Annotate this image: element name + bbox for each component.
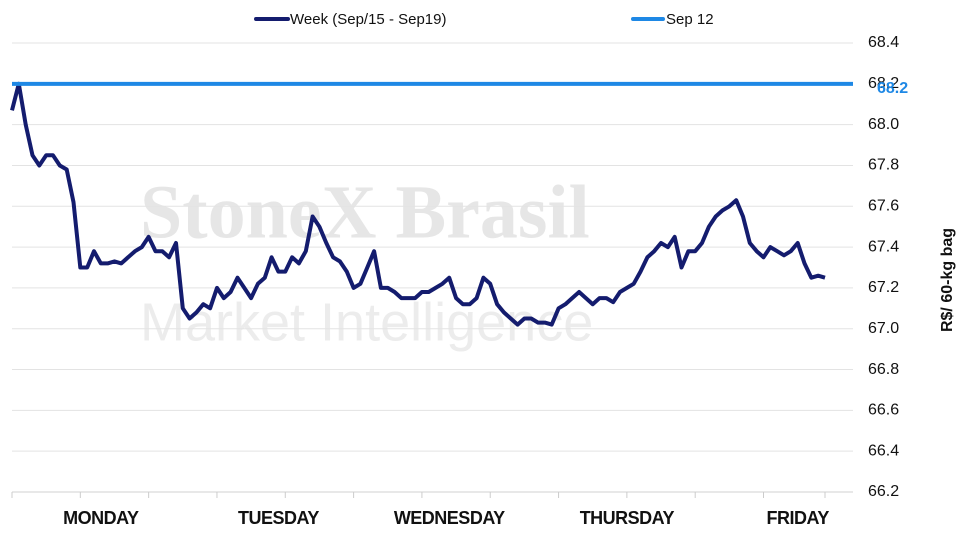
watermark: Market Intelligence <box>140 292 593 352</box>
y-tick-label: 66.4 <box>868 442 899 459</box>
y-tick-label: 66.2 <box>868 483 899 500</box>
y-tick-label: 68.2 <box>868 75 899 92</box>
y-tick-label: 68.4 <box>868 34 899 51</box>
y-tick-label: 67.0 <box>868 320 899 337</box>
watermark: StoneX Brasil <box>140 170 590 254</box>
data-line <box>10 81 826 327</box>
x-tick-label: WEDNESDAY <box>394 508 505 528</box>
x-tick-label: TUESDAY <box>238 508 319 528</box>
x-tick-label: MONDAY <box>63 508 139 528</box>
y-tick-label: 66.8 <box>868 361 899 378</box>
y-tick-label: 67.2 <box>868 279 899 296</box>
x-tick-label: FRIDAY <box>766 508 829 528</box>
y-tick-label: 66.6 <box>868 402 899 419</box>
y-tick-label: 68.0 <box>868 116 899 133</box>
legend-label: Week (Sep/15 - Sep19) <box>290 11 446 28</box>
x-tick-label: THURSDAY <box>580 508 675 528</box>
y-tick-label: 67.6 <box>868 197 899 214</box>
y-axis-title: R$/ 60-kg bag <box>939 228 956 332</box>
y-tick-label: 67.8 <box>868 157 899 174</box>
y-tick-label: 67.4 <box>868 238 899 255</box>
reference-label: 68.2 <box>877 80 908 97</box>
legend-label: Sep 12 <box>666 11 714 28</box>
